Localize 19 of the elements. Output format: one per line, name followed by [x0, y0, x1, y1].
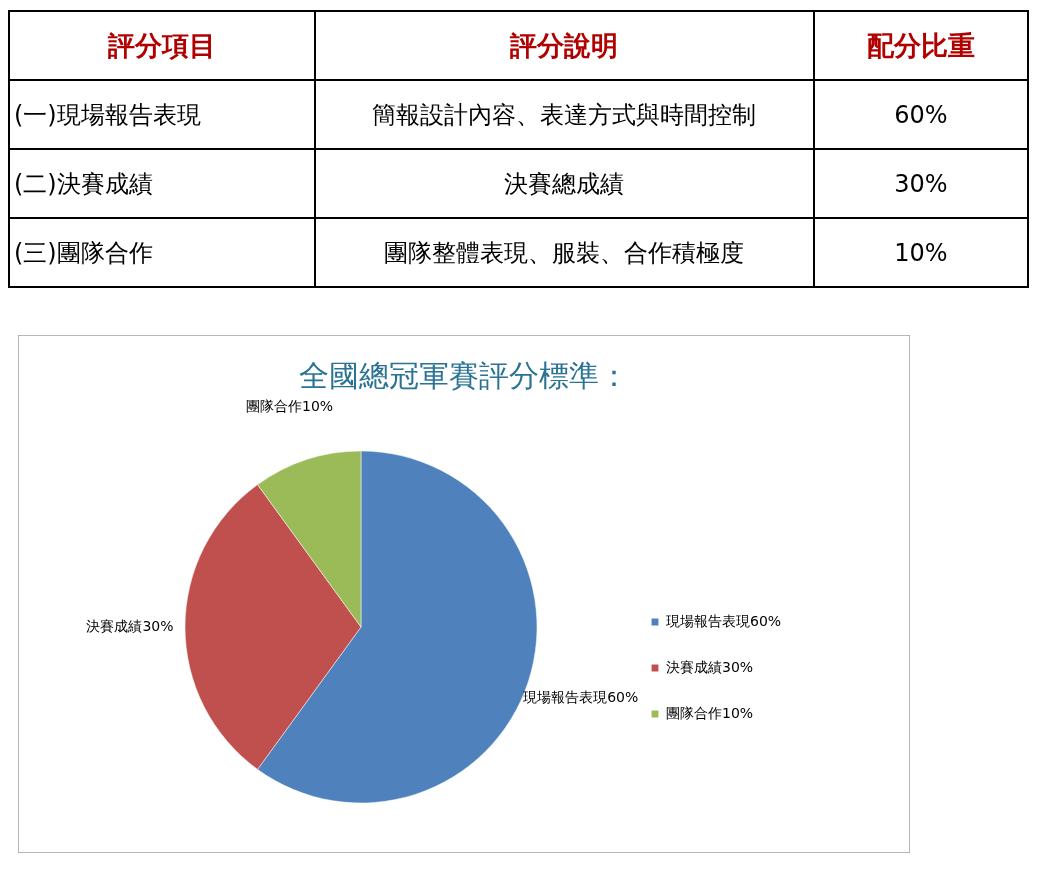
text: 評分說明 — [314, 11, 814, 80]
text: 配分比重 — [813, 11, 1028, 80]
text: (三)團隊合作 — [9, 218, 315, 287]
slice-label: 決賽成績30% — [86, 618, 174, 634]
slice-label: 現場報告表現60% — [523, 689, 639, 706]
text: 60% — [813, 80, 1028, 149]
chart-title: 全國總冠軍賽評分標準： — [299, 358, 629, 393]
text: 團隊整體表現、服裝、合作積極度 — [314, 218, 814, 287]
text: (二)決賽成績 — [9, 149, 315, 218]
slice-label: 團隊合作10% — [246, 398, 334, 415]
text: 簡報設計內容、表達方式與時間控制 — [314, 80, 814, 149]
text: 10% — [813, 218, 1028, 287]
text: 評分項目 — [9, 11, 315, 80]
legend-label: 現場報告表現60% — [666, 613, 782, 629]
legend-label: 團隊合作10% — [666, 705, 754, 721]
text: (一)現場報告表現 — [9, 80, 315, 149]
text: 決賽總成績 — [314, 149, 814, 218]
text: 30% — [813, 149, 1028, 218]
legend-label: 決賽成績30% — [666, 659, 754, 675]
